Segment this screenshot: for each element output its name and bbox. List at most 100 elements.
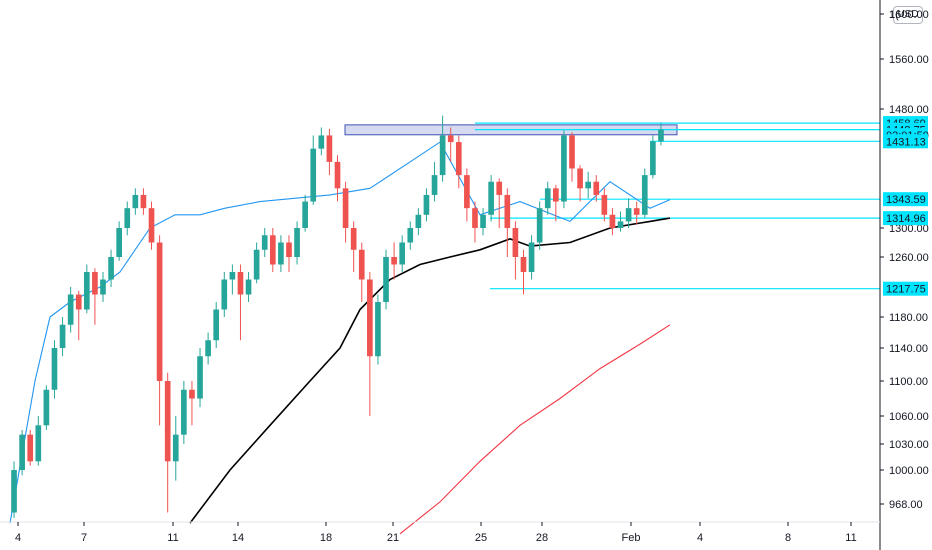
candle-body[interactable] bbox=[512, 228, 519, 257]
candle-body[interactable] bbox=[423, 194, 430, 215]
candle-body[interactable] bbox=[245, 279, 252, 295]
price-tag[interactable] bbox=[883, 211, 928, 226]
candle-body[interactable] bbox=[108, 257, 114, 280]
candle-body[interactable] bbox=[19, 434, 25, 470]
candle-body[interactable] bbox=[140, 194, 147, 209]
candle-body[interactable] bbox=[286, 242, 292, 258]
candle-body[interactable] bbox=[399, 242, 406, 265]
price-tag[interactable] bbox=[883, 281, 928, 296]
candle-body[interactable] bbox=[164, 381, 171, 462]
price-tick-label: 1600.00 bbox=[889, 9, 929, 21]
candle-body[interactable] bbox=[641, 175, 648, 215]
candle-body[interactable] bbox=[51, 348, 58, 390]
price-tag-label: 1314.96 bbox=[886, 213, 926, 225]
candle-body[interactable] bbox=[375, 302, 381, 357]
price-tag[interactable] bbox=[883, 192, 928, 207]
candle-body[interactable] bbox=[237, 272, 244, 295]
candle-body[interactable] bbox=[269, 235, 276, 265]
candle-body[interactable] bbox=[27, 434, 34, 462]
candle-body[interactable] bbox=[544, 188, 551, 209]
candle-body[interactable] bbox=[116, 228, 122, 257]
candle-body[interactable] bbox=[407, 228, 414, 243]
candle-body[interactable] bbox=[302, 201, 308, 228]
candle-body[interactable] bbox=[601, 194, 608, 215]
candle-body[interactable] bbox=[658, 129, 664, 142]
candle-body[interactable] bbox=[650, 141, 656, 176]
candle-body[interactable] bbox=[528, 242, 535, 273]
time-tick-label: 21 bbox=[387, 532, 399, 544]
candle-body[interactable] bbox=[553, 188, 559, 202]
candle-body[interactable] bbox=[593, 181, 600, 195]
candle-body[interactable] bbox=[229, 272, 236, 280]
candle-body[interactable] bbox=[367, 279, 373, 357]
moving-average-line[interactable] bbox=[189, 217, 671, 524]
price-tag[interactable] bbox=[883, 134, 928, 149]
candle-body[interactable] bbox=[625, 208, 632, 222]
candle-body[interactable] bbox=[472, 208, 478, 228]
candle-body[interactable] bbox=[577, 168, 583, 189]
time-tick-label: 11 bbox=[845, 532, 856, 544]
candle-body[interactable] bbox=[439, 135, 446, 176]
moving-average-line[interactable] bbox=[399, 324, 671, 535]
candle-body[interactable] bbox=[310, 148, 317, 202]
candle-body[interactable] bbox=[391, 257, 397, 265]
time-axis[interactable]: 4 7 11 14 18 21 25 28 Feb 4 8 11 bbox=[15, 522, 857, 544]
candle-body[interactable] bbox=[633, 208, 640, 215]
candle-body[interactable] bbox=[326, 135, 333, 162]
candle-body[interactable] bbox=[59, 324, 66, 348]
candle-body[interactable] bbox=[585, 181, 592, 189]
price-tick-label: 1100.00 bbox=[889, 376, 928, 388]
price-tick-label: 968.00 bbox=[889, 499, 923, 511]
candle-body[interactable] bbox=[431, 175, 438, 195]
candle-body[interactable] bbox=[504, 194, 511, 228]
candle-body[interactable] bbox=[253, 249, 260, 280]
candle-body[interactable] bbox=[261, 235, 268, 250]
candle-body[interactable] bbox=[415, 214, 422, 228]
candle-body[interactable] bbox=[617, 221, 624, 228]
candle-body[interactable] bbox=[181, 389, 187, 435]
candle-body[interactable] bbox=[124, 208, 131, 228]
candle-body[interactable] bbox=[35, 425, 42, 462]
candle-body[interactable] bbox=[278, 242, 284, 265]
candle-body[interactable] bbox=[488, 181, 494, 215]
candle-body[interactable] bbox=[318, 135, 325, 149]
candle-body[interactable] bbox=[447, 135, 454, 143]
candle-body[interactable] bbox=[75, 294, 82, 310]
candle-body[interactable] bbox=[197, 356, 203, 399]
candle-body[interactable] bbox=[358, 249, 365, 280]
price-axis[interactable]: 1600.00 1560.00 1480.00 1300.00 1260.00 1180.… bbox=[880, 9, 929, 511]
candle-body[interactable] bbox=[11, 470, 17, 513]
candle-body[interactable] bbox=[213, 309, 220, 341]
candle-body[interactable] bbox=[172, 434, 179, 462]
candle-body[interactable] bbox=[609, 214, 616, 228]
candle-body[interactable] bbox=[520, 257, 527, 272]
candle-body[interactable] bbox=[132, 194, 139, 209]
candle-body[interactable] bbox=[221, 279, 228, 310]
candle-body[interactable] bbox=[43, 389, 50, 426]
candle-body[interactable] bbox=[350, 228, 357, 250]
currency-badge[interactable]: USD bbox=[893, 6, 923, 24]
candle-body[interactable] bbox=[342, 188, 349, 228]
candle-body[interactable] bbox=[569, 135, 575, 169]
candle-body[interactable] bbox=[156, 242, 163, 382]
candle-body[interactable] bbox=[464, 175, 470, 209]
price-tags: 1458.691448.7503:01:501431.131343.591314… bbox=[883, 116, 929, 296]
candle-body[interactable] bbox=[189, 389, 195, 399]
candle-body[interactable] bbox=[334, 161, 341, 189]
price-tag-label: 1217.75 bbox=[886, 284, 926, 296]
candle-body[interactable] bbox=[205, 340, 211, 357]
candle-body[interactable] bbox=[455, 142, 462, 176]
candle-body[interactable] bbox=[383, 257, 389, 302]
candle-body[interactable] bbox=[480, 214, 486, 228]
candle-body[interactable] bbox=[100, 279, 106, 295]
candle-body[interactable] bbox=[294, 228, 300, 257]
candle-body[interactable] bbox=[92, 272, 98, 295]
candle-body[interactable] bbox=[561, 135, 567, 202]
price-tick-label-partial: 1( bbox=[889, 9, 899, 21]
candle-body[interactable] bbox=[83, 272, 90, 310]
candle-body[interactable] bbox=[148, 208, 155, 243]
candle-body[interactable] bbox=[536, 208, 543, 243]
candle-body[interactable] bbox=[496, 181, 503, 195]
candle-body[interactable] bbox=[67, 294, 74, 325]
